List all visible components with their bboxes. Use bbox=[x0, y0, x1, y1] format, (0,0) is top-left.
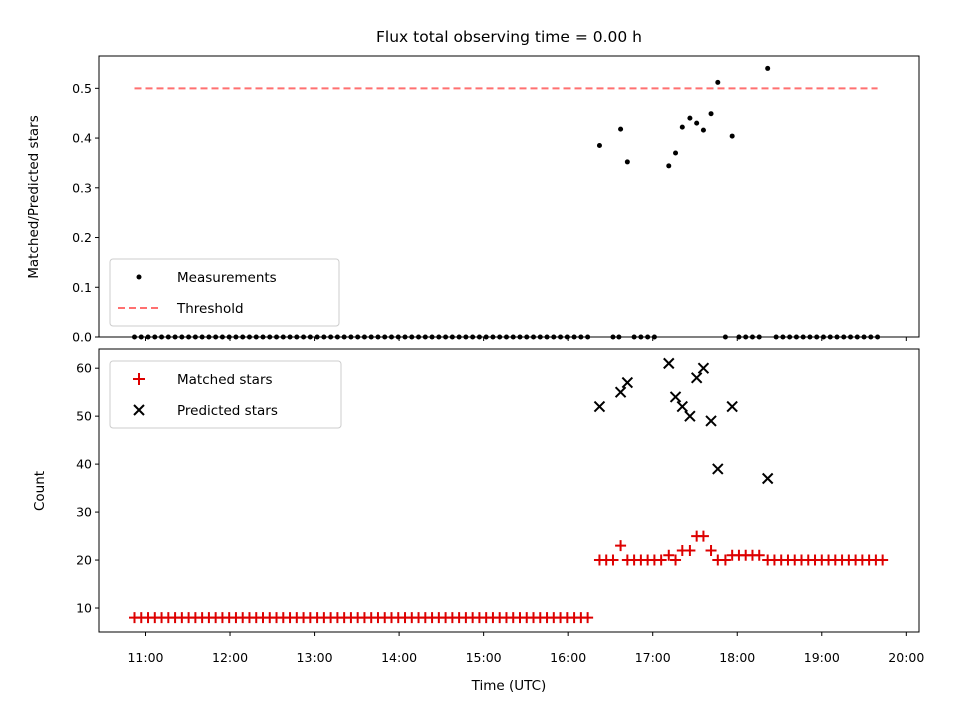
measurements-point bbox=[666, 163, 672, 169]
predicted-stars-point bbox=[705, 415, 717, 427]
measurements-point bbox=[687, 115, 693, 121]
matched-stars-point bbox=[719, 554, 731, 566]
measurements-point bbox=[729, 133, 735, 139]
predicted-stars-point bbox=[676, 400, 689, 413]
measurements-point bbox=[624, 159, 630, 165]
bottom-y-tick-label: 60 bbox=[76, 361, 92, 376]
measurements-point bbox=[679, 124, 685, 130]
x-tick-label: 12:00 bbox=[212, 650, 248, 665]
x-tick-label: 11:00 bbox=[127, 650, 163, 665]
bottom-y-ticks: 10 20 30 40 50 60 bbox=[76, 361, 99, 616]
bottom-axes-frame bbox=[98, 348, 920, 633]
predicted-stars-point bbox=[614, 386, 627, 398]
top-y-tick-label: 0.0 bbox=[72, 330, 92, 345]
bottom-y-tick-label: 50 bbox=[76, 409, 92, 424]
predicted-stars-point bbox=[684, 410, 696, 422]
predicted-stars-point bbox=[690, 372, 703, 384]
x-tick-label: 16:00 bbox=[550, 650, 586, 665]
matched-stars-point bbox=[582, 612, 594, 624]
predicted-stars-point bbox=[712, 463, 724, 475]
legend-measurements-label: Measurements bbox=[177, 270, 277, 286]
top-axes-frame bbox=[98, 55, 920, 338]
top-y-tick-label: 0.3 bbox=[72, 180, 92, 195]
top-y-tick-label: 0.5 bbox=[72, 81, 92, 96]
bottom-legend-box bbox=[109, 360, 342, 429]
legend-threshold-label: Threshold bbox=[176, 301, 244, 317]
matched-stars-point bbox=[753, 549, 765, 561]
matched-stars-point bbox=[663, 549, 675, 561]
x-tick-label: 14:00 bbox=[381, 650, 417, 665]
bottom-y-tick-label: 30 bbox=[76, 505, 92, 520]
bottom-x-ticks: 11:00 12:00 13:00 14:00 15:00 16:00 17:00 18:00… bbox=[127, 632, 924, 665]
top-legend-box bbox=[109, 258, 340, 327]
x-tick-label: 18:00 bbox=[719, 650, 755, 665]
x-tick-label: 20:00 bbox=[888, 650, 924, 665]
predicted-stars-point bbox=[697, 362, 710, 374]
legend-matched-stars-label: Matched stars bbox=[177, 372, 273, 388]
predicted-stars-point bbox=[593, 400, 606, 413]
bottom-y-tick-label: 20 bbox=[76, 553, 92, 568]
bottom-y-axis-label: Count bbox=[32, 471, 48, 511]
bottom-marks bbox=[129, 357, 889, 624]
top-panel-ratio: 0.0 0.1 0.2 0.3 0.4 0.5 Matched/Predicted sta… bbox=[26, 55, 920, 345]
top-legend: Measurements Threshold bbox=[109, 258, 340, 327]
bottom-legend: Matched stars Predicted stars bbox=[109, 360, 342, 429]
top-x-ticks bbox=[144, 337, 907, 341]
bottom-y-tick-label: 10 bbox=[76, 601, 92, 616]
measurements-point bbox=[694, 120, 700, 126]
matched-stars-point bbox=[697, 530, 709, 542]
matched-stars-point bbox=[877, 554, 889, 566]
measurements-point bbox=[708, 111, 714, 117]
matched-stars-point bbox=[615, 540, 627, 552]
matched-stars-point bbox=[670, 554, 682, 566]
matched-stars-point bbox=[655, 554, 667, 566]
top-y-tick-label: 0.1 bbox=[72, 280, 92, 295]
predicted-stars-point bbox=[761, 472, 774, 485]
legend-matched-stars-marker bbox=[133, 373, 145, 385]
measurements-point bbox=[596, 143, 602, 149]
matched-stars-point bbox=[705, 544, 717, 556]
measurements-point bbox=[673, 150, 679, 156]
measurements-point bbox=[618, 126, 624, 132]
predicted-stars-point bbox=[726, 400, 738, 413]
legend-predicted-stars-marker bbox=[133, 404, 145, 416]
matched-stars-point bbox=[607, 554, 619, 566]
x-tick-label: 19:00 bbox=[804, 650, 840, 665]
predicted-stars-point bbox=[663, 357, 675, 370]
matched-stars-point bbox=[684, 544, 696, 556]
top-y-ticks: 0.0 0.1 0.2 0.3 0.4 0.5 bbox=[72, 81, 99, 345]
bottom-panel-counts: 10 20 30 40 50 60 11:00 12:00 13:00 14:00 15:00 16… bbox=[32, 348, 924, 665]
predicted-stars-point bbox=[669, 391, 682, 403]
legend-measurements-marker bbox=[136, 274, 142, 280]
measurements-point bbox=[700, 127, 706, 133]
measurements-point bbox=[765, 65, 771, 71]
top-y-axis-label: Matched/Predicted stars bbox=[26, 115, 42, 278]
predicted-stars-point bbox=[621, 376, 634, 389]
chart-title: Flux total observing time = 0.00 h bbox=[376, 28, 642, 46]
x-tick-label: 15:00 bbox=[466, 650, 502, 665]
legend-predicted-stars-label: Predicted stars bbox=[177, 403, 278, 419]
measurements-point bbox=[715, 79, 721, 85]
bottom-y-tick-label: 40 bbox=[76, 457, 92, 472]
top-y-tick-label: 0.4 bbox=[72, 131, 92, 146]
x-tick-label: 13:00 bbox=[297, 650, 333, 665]
top-y-tick-label: 0.2 bbox=[72, 230, 92, 245]
x-axis-label: Time (UTC) bbox=[471, 678, 547, 694]
x-tick-label: 17:00 bbox=[635, 650, 671, 665]
